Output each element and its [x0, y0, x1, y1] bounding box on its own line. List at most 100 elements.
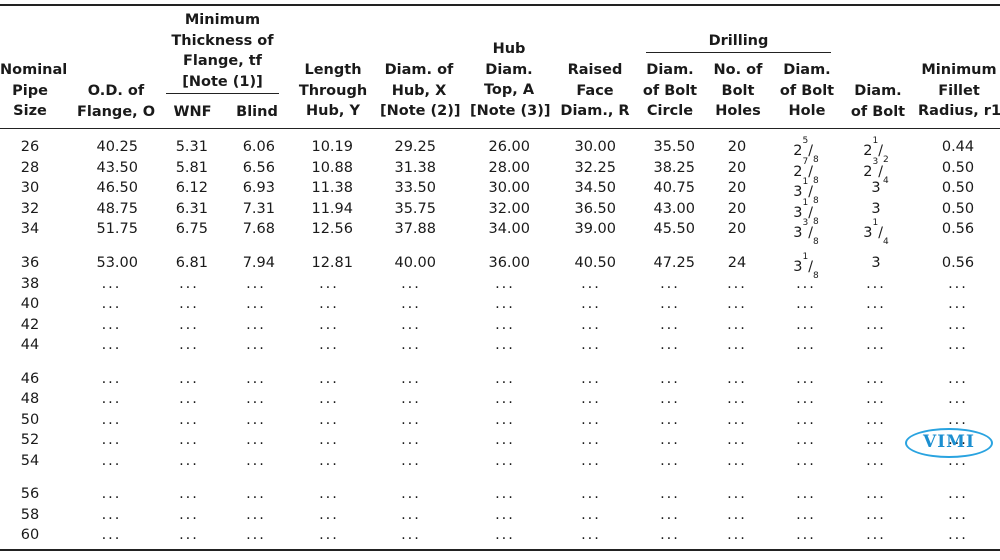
cell-nps: 26 — [20, 139, 40, 155]
cell-wnf: 6.81 — [175, 255, 208, 271]
cell-blind: ... — [246, 276, 266, 292]
cell-y: ... — [319, 432, 339, 448]
cell-bolt: ... — [866, 337, 886, 353]
cell-od: ... — [101, 453, 122, 469]
cell-x: 37.88 — [394, 221, 436, 237]
cell-nps: 38 — [20, 276, 40, 292]
cell-nps: 56 — [20, 486, 40, 502]
cell-od: ... — [101, 337, 122, 353]
cell-hole: 33/8 — [793, 218, 819, 247]
cell-r: 39.00 — [574, 221, 616, 237]
cell-nps: 32 — [20, 201, 40, 217]
cell-bolt: 3 — [871, 255, 881, 271]
cell-hole: ... — [796, 371, 816, 387]
header-bolt-holes: No. of Bolt Holes — [713, 62, 763, 119]
cell-r: 30.00 — [574, 139, 616, 155]
cell-blind: ... — [246, 432, 266, 448]
cell-nps: 44 — [20, 337, 40, 353]
cell-x: 33.50 — [394, 180, 436, 196]
cell-blind: ... — [246, 337, 266, 353]
cell-wnf: ... — [179, 296, 199, 312]
cell-bolt: 3 — [871, 180, 881, 196]
cell-bolt: ... — [866, 527, 886, 543]
cell-blind: ... — [246, 412, 266, 428]
cell-holes: 20 — [727, 180, 747, 196]
cell-holes: ... — [727, 276, 747, 292]
cell-y: 10.19 — [311, 139, 353, 155]
cell-od: 43.50 — [96, 160, 138, 176]
cell-y: ... — [319, 296, 339, 312]
cell-wnf: ... — [179, 432, 199, 448]
cell-bolt: 21/2 — [863, 136, 889, 165]
cell-y: ... — [319, 527, 339, 543]
header-diam-of-hub: Diam. of Hub, X [Note (2)] — [380, 62, 461, 119]
cell-blind: 7.68 — [242, 221, 275, 237]
cell-hole: 31/8 — [793, 252, 819, 281]
cell-hole: 25/8 — [793, 136, 819, 165]
cell-bolt: ... — [866, 432, 886, 448]
cell-nps: 60 — [20, 527, 40, 543]
cell-y: 11.38 — [311, 180, 353, 196]
cell-nps: 50 — [20, 412, 40, 428]
cell-fillet: ... — [948, 486, 968, 502]
cell-nps: 54 — [20, 453, 40, 469]
header-length-through-hub: Length Through Hub, Y — [298, 62, 368, 119]
cell-fillet: 0.56 — [941, 221, 975, 237]
cell-y: ... — [319, 391, 339, 407]
cell-od: ... — [101, 486, 122, 502]
cell-blind: 6.06 — [242, 139, 275, 155]
cell-bc: ... — [660, 432, 680, 448]
cell-od: ... — [101, 276, 122, 292]
cell-hole: ... — [796, 432, 816, 448]
cell-holes: 20 — [727, 160, 747, 176]
cell-nps: 58 — [20, 507, 40, 523]
cell-bolt: ... — [866, 453, 886, 469]
cell-wnf: 5.81 — [175, 160, 208, 176]
cell-x: ... — [401, 412, 421, 428]
cell-fillet: ... — [948, 371, 968, 387]
top-rule — [0, 4, 1000, 6]
cell-hole: ... — [796, 296, 816, 312]
cell-r: ... — [581, 391, 601, 407]
cell-holes: 24 — [727, 255, 747, 271]
cell-wnf: ... — [179, 276, 199, 292]
cell-nps: 30 — [20, 180, 40, 196]
cell-fillet: ... — [948, 527, 968, 543]
header-bolt-hole-diam: Diam. of Bolt Hole — [779, 62, 835, 119]
cell-blind: ... — [246, 486, 266, 502]
cell-od: ... — [101, 371, 122, 387]
cell-wnf: 6.31 — [175, 201, 208, 217]
cell-r: ... — [581, 432, 601, 448]
cell-bc: ... — [660, 296, 680, 312]
cell-hole: ... — [796, 412, 816, 428]
cell-holes: ... — [727, 507, 747, 523]
cell-holes: ... — [727, 391, 747, 407]
cell-r: 40.50 — [574, 255, 616, 271]
header-bolt-circle: Diam. of Bolt Circle — [642, 62, 698, 119]
cell-od: 40.25 — [96, 139, 138, 155]
cell-a: ... — [495, 432, 515, 448]
table-bottom-rule — [0, 549, 1000, 551]
cell-x: 29.25 — [394, 139, 436, 155]
header-wnf: WNF — [173, 104, 212, 120]
cell-blind: ... — [246, 371, 266, 387]
cell-fillet: ... — [948, 296, 968, 312]
cell-y: ... — [319, 507, 339, 523]
cell-x: ... — [401, 371, 421, 387]
header-hub-diam-top: Hub Diam. Top, A [Note (3)] — [470, 41, 551, 119]
cell-bolt: 23/4 — [863, 157, 889, 186]
cell-r: ... — [581, 371, 601, 387]
cell-bolt: ... — [866, 371, 886, 387]
cell-hole: 31/8 — [793, 177, 819, 206]
cell-hole: ... — [796, 507, 816, 523]
header-diam-of-bolt: Diam. of Bolt — [850, 83, 906, 120]
cell-bc: 45.50 — [653, 221, 695, 237]
watermark-logo: VIMI — [905, 428, 993, 458]
cell-r: ... — [581, 296, 601, 312]
cell-a: ... — [495, 317, 515, 333]
cell-wnf: ... — [179, 453, 199, 469]
cell-od: ... — [101, 391, 122, 407]
cell-x: ... — [401, 391, 421, 407]
cell-bc: 35.50 — [653, 139, 695, 155]
cell-fillet: ... — [948, 276, 968, 292]
